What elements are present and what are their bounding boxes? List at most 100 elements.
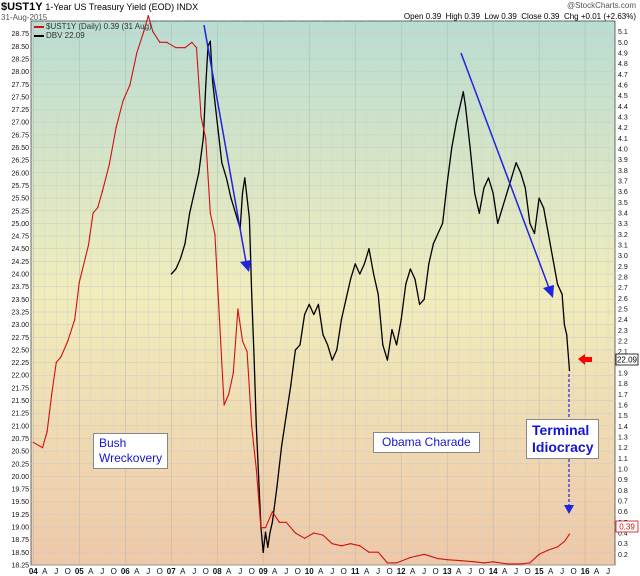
data-point-ust1y (460, 560, 462, 562)
x-tick-label: 15 (535, 567, 544, 576)
data-point-dbv (294, 349, 297, 351)
left-tick-label: 24.75 (11, 234, 29, 241)
left-tick-label: 25.00 (11, 221, 29, 228)
left-tick-label: 19.25 (11, 512, 29, 519)
right-tick-label: 2.1 (618, 349, 628, 356)
data-point-dbv (170, 273, 172, 275)
x-axis: 04 A J O 05 A J O 06 A J O 07 A J O 08 A J O 09 A J O 10 A J O 11 A J O… (29, 567, 610, 576)
legend-swatch-ust (34, 26, 44, 28)
right-tick-label: 3.8 (618, 168, 628, 175)
data-point-dbv (552, 258, 554, 260)
left-tick-label: 22.00 (11, 373, 29, 380)
data-point-dbv (269, 531, 271, 533)
data-point-dbv (568, 370, 571, 372)
legend-label-ust: $UST1Y (Daily) 0.39 (31 Aug) (46, 22, 152, 31)
data-point-dbv (446, 182, 448, 184)
data-point-dbv (241, 192, 244, 194)
data-point-dbv (189, 212, 191, 214)
right-tick-label: 1.1 (618, 456, 628, 463)
data-point-dbv (372, 273, 375, 275)
right-tick-label: 4.4 (618, 104, 628, 111)
data-point-dbv (538, 197, 540, 199)
right-tick-label: 3.6 (618, 189, 628, 196)
data-point-dbv (400, 318, 402, 321)
legend-swatch-dbv (34, 35, 44, 37)
data-point-ust1y (228, 393, 230, 395)
x-tick-label: 08 (213, 567, 222, 576)
right-tick-label: 1.8 (618, 381, 628, 388)
x-tick-label: A (134, 567, 140, 576)
x-tick-label: A (548, 567, 554, 576)
data-point-dbv (428, 263, 430, 265)
right-axis: 0.20.30.40.50.60.70.80.91.01.11.21.31.41… (618, 29, 628, 559)
left-tick-label: 23.75 (11, 284, 29, 291)
data-point-dbv (202, 136, 205, 138)
right-tick-label: 3.1 (618, 243, 628, 250)
data-point-dbv (437, 232, 439, 235)
x-tick-label: A (410, 567, 416, 576)
x-tick-label: J (606, 567, 610, 576)
left-tick-label: 19.50 (11, 499, 29, 506)
x-tick-label: O (65, 567, 71, 576)
data-point-dbv (566, 334, 568, 336)
left-tick-label: 21.25 (11, 411, 29, 418)
data-point-dbv (359, 273, 361, 275)
data-point-ust1y (322, 534, 324, 536)
left-tick-label: 18.50 (11, 550, 29, 557)
x-tick-label: O (525, 567, 531, 576)
annotation-terminal-line1: Terminal (532, 422, 590, 438)
data-point-ust1y (115, 127, 117, 129)
right-tick-label: 5.0 (618, 40, 628, 47)
x-tick-label: J (54, 567, 58, 576)
legend: $UST1Y (Daily) 0.39 (31 Aug) DBV 22.09 (34, 22, 152, 40)
data-point-dbv (248, 217, 251, 219)
left-tick-label: 20.25 (11, 461, 29, 468)
right-tick-label: 4.7 (618, 72, 628, 79)
data-point-dbv (205, 86, 207, 88)
data-point-ust1y (191, 41, 193, 43)
data-point-ust1y (395, 562, 398, 564)
data-point-dbv (271, 521, 274, 523)
left-tick-label: 27.00 (11, 120, 29, 127)
left-tick-label: 28.75 (11, 31, 29, 38)
data-point-ust1y (331, 543, 333, 545)
data-point-ust1y (147, 15, 149, 17)
x-tick-label: O (157, 567, 163, 576)
left-tick-label: 27.25 (11, 107, 29, 114)
data-point-ust1y (122, 100, 124, 102)
right-tick-label: 0.9 (618, 477, 628, 484)
data-point-dbv (497, 222, 499, 225)
left-tick-label: 20.50 (11, 449, 29, 456)
right-tick-label: 4.6 (618, 83, 628, 90)
data-point-dbv (212, 81, 214, 83)
data-point-ust1y (175, 47, 177, 49)
annotation-obama-text: Obama Charade (382, 435, 471, 449)
left-tick-label: 22.75 (11, 335, 29, 342)
left-tick-label: 27.50 (11, 94, 29, 101)
quote-line: Open 0.39 High 0.39 Low 0.39 Close 0.39 … (403, 12, 636, 21)
right-tick-label: 3.5 (618, 200, 628, 207)
x-tick-label: J (330, 567, 334, 576)
data-point-ust1y (51, 393, 53, 395)
data-point-dbv (414, 278, 416, 280)
data-point-ust1y (205, 137, 207, 139)
left-tick-label: 23.25 (11, 309, 29, 316)
plot-background (30, 20, 616, 566)
x-tick-label: J (100, 567, 104, 576)
data-point-dbv (326, 344, 329, 346)
data-point-dbv (184, 243, 186, 245)
x-tick-label: 06 (121, 567, 130, 576)
right-tick-label: 3.3 (618, 221, 628, 228)
data-point-dbv (474, 192, 476, 194)
data-point-ust1y (129, 84, 131, 86)
data-point-dbv (299, 344, 301, 346)
right-tick-label: 1.3 (618, 435, 628, 442)
data-point-ust1y (547, 549, 549, 551)
data-point-dbv (524, 187, 526, 189)
data-point-dbv (501, 207, 503, 209)
data-point-dbv (251, 293, 253, 295)
data-point-dbv (179, 258, 182, 260)
data-point-ust1y (423, 553, 425, 555)
left-axis: 18.25 18.50 18.75 19.00 19.25 19.50 19.75 20.00… (11, 31, 29, 569)
